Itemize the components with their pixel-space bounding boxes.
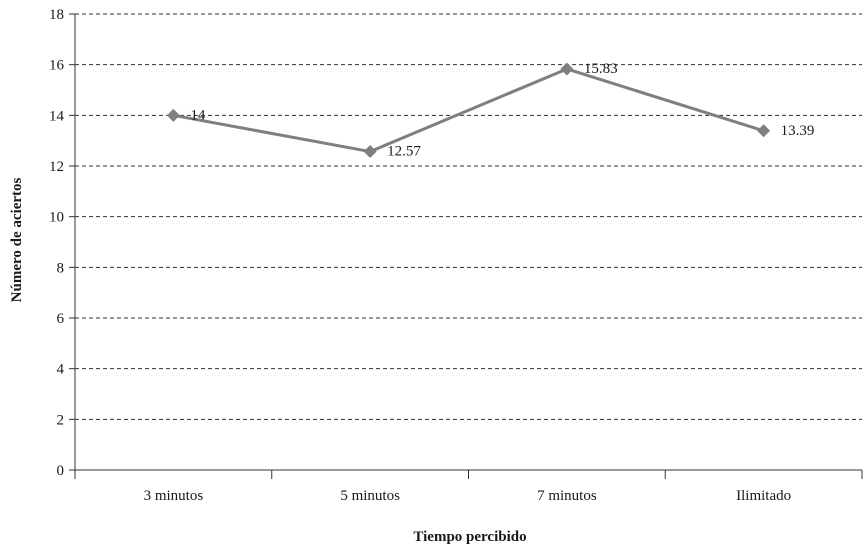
axes xyxy=(69,13,863,479)
gridlines xyxy=(75,13,862,420)
x-tick-label: 3 minutos xyxy=(144,488,204,504)
y-tick-label: 6 xyxy=(57,311,65,327)
data-series xyxy=(166,62,771,159)
x-tick-label: 7 minutos xyxy=(537,488,597,504)
y-tick-label: 2 xyxy=(57,412,65,428)
y-tick-label: 10 xyxy=(49,210,64,226)
data-point-marker xyxy=(560,62,574,76)
data-label: 12.57 xyxy=(387,144,421,160)
series-line xyxy=(173,67,765,154)
data-labels: 14 12.57 15.83 13.39 xyxy=(190,61,814,160)
y-tick-label: 14 xyxy=(49,108,65,124)
y-tick-label: 0 xyxy=(57,463,65,479)
y-tick-label: 4 xyxy=(57,362,65,378)
x-axis-title: Tiempo percibido xyxy=(413,529,526,545)
y-tick-label: 8 xyxy=(57,260,65,276)
data-label: 15.83 xyxy=(584,61,618,77)
y-tick-label: 12 xyxy=(49,159,64,175)
x-tick-label: 5 minutos xyxy=(340,488,400,504)
data-label: 14 xyxy=(190,107,206,123)
data-point-marker xyxy=(166,108,180,122)
y-axis-title: Número de aciertos xyxy=(9,177,25,302)
data-point-marker xyxy=(363,145,377,159)
y-tick-label: 18 xyxy=(49,7,64,23)
data-label: 13.39 xyxy=(781,123,815,139)
data-point-marker xyxy=(757,124,771,138)
y-tick-label: 16 xyxy=(49,58,65,74)
tick-labels: 0 2 4 6 8 10 12 14 16 18 3 minutos 5 minutos 7 minut… xyxy=(49,7,791,504)
x-tick-label: Ilimitado xyxy=(736,488,791,504)
